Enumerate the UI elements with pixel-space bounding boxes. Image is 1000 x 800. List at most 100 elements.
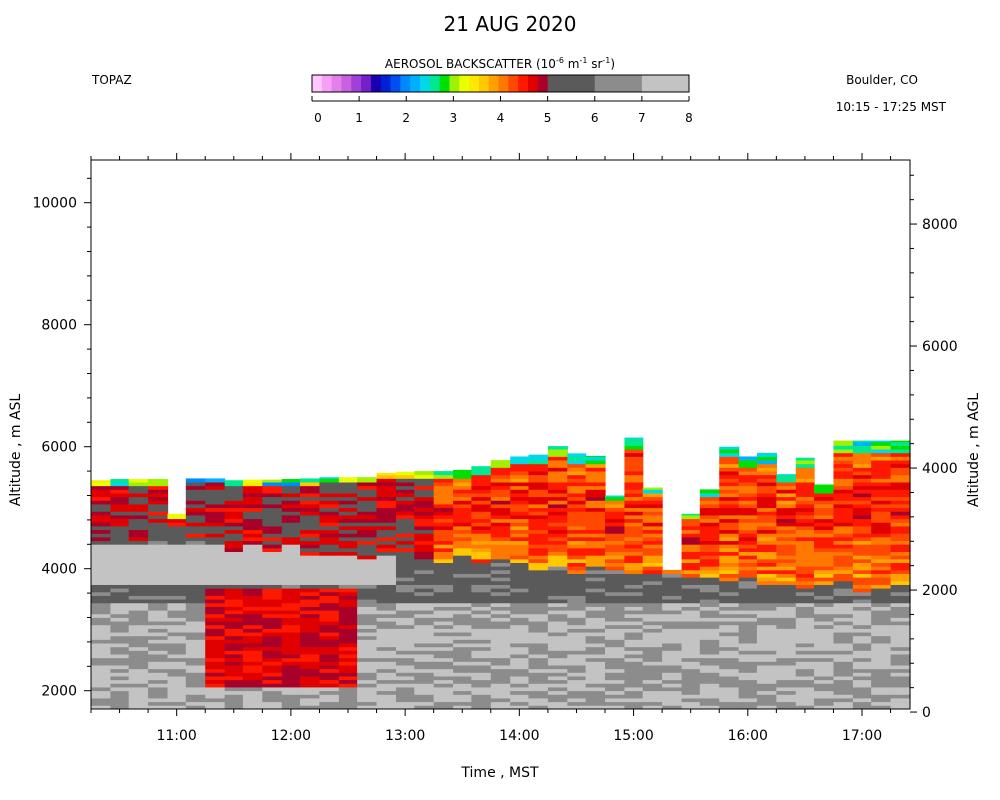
curtain-cell [300, 672, 321, 677]
curtain-cell [471, 705, 492, 710]
curtain-cell [738, 478, 758, 483]
curtain-cell [528, 672, 549, 677]
curtain-cell [890, 440, 911, 443]
curtain-cell [547, 683, 568, 688]
curtain-cell [433, 471, 454, 476]
curtain-cell [814, 661, 835, 666]
curtain-cell [110, 606, 130, 611]
curtain-cell [91, 533, 112, 538]
curtain-cell [567, 679, 587, 684]
curtain-cell [205, 657, 226, 662]
curtain-cell [756, 694, 777, 699]
curtain-cell [110, 628, 130, 633]
curtain-cell [490, 643, 511, 648]
curtain-cell [205, 489, 226, 494]
colorbar-tick-label: 8 [685, 111, 693, 125]
curtain-cell [471, 482, 492, 487]
curtain-cell [642, 577, 663, 582]
curtain-cell [699, 595, 720, 600]
curtain-cell [453, 544, 472, 549]
curtain-cell [148, 613, 169, 618]
curtain-cell [490, 511, 511, 516]
curtain-cell [319, 562, 340, 567]
curtain-cell [699, 639, 720, 644]
curtain-cell [471, 654, 492, 659]
curtain-cell [547, 679, 568, 684]
curtain-cell [91, 529, 112, 534]
curtain-cell [719, 526, 740, 531]
curtain-cell [795, 628, 815, 633]
curtain-cell [395, 690, 415, 695]
curtain-cell [528, 588, 549, 593]
curtain-cell [510, 683, 530, 688]
curtain-cell [319, 526, 340, 531]
curtain-cell [357, 500, 378, 505]
curtain-cell [300, 668, 321, 673]
curtain-cell [91, 639, 112, 644]
curtain-cell [642, 683, 663, 688]
colorbar-swatch [419, 75, 431, 92]
curtain-cell [510, 606, 530, 611]
curtain-cell [510, 679, 530, 684]
curtain-cell [624, 591, 644, 596]
curtain-cell [852, 511, 872, 516]
curtain-cell [281, 705, 301, 710]
curtain-cell [453, 515, 472, 520]
curtain-cell [510, 595, 530, 600]
curtain-cell [205, 529, 226, 534]
curtain-cell [547, 599, 568, 604]
curtain-cell [547, 460, 568, 465]
curtain-cell [547, 526, 568, 531]
curtain-cell [642, 639, 663, 644]
curtain-cell [471, 588, 492, 593]
curtain-cell [395, 705, 415, 710]
curtain-cell [510, 668, 530, 673]
curtain-cell [471, 573, 492, 578]
curtain-cell [624, 518, 644, 523]
curtain-cell [852, 610, 872, 615]
curtain-cell [471, 632, 492, 637]
curtain-cell [719, 595, 740, 600]
curtain-cell [414, 500, 435, 505]
curtain-cell [242, 522, 263, 527]
curtain-cell [681, 544, 701, 549]
curtain-cell [833, 687, 854, 692]
curtain-cell [528, 705, 549, 710]
curtain-cell [605, 500, 626, 505]
curtain-cell [890, 705, 911, 710]
curtain-cell [281, 665, 301, 670]
curtain-cell [300, 540, 321, 545]
curtain-cell [471, 551, 492, 556]
curtain-cell [833, 533, 854, 538]
curtain-cell [567, 665, 587, 670]
colorbar-swatch [380, 75, 392, 92]
curtain-cell [699, 580, 720, 585]
curtain-cell [357, 518, 378, 523]
curtain-cell [205, 544, 226, 549]
curtain-cell [814, 526, 835, 531]
curtain-cell [510, 493, 530, 498]
curtain-cell [148, 504, 169, 509]
curtain-cell [776, 635, 797, 640]
curtain-cell [738, 551, 758, 556]
curtain-cell [567, 515, 587, 520]
curtain-cell [91, 547, 112, 553]
curtain-cell [699, 496, 720, 501]
curtain-cell [300, 632, 321, 637]
curtain-cell [510, 577, 530, 582]
x-tick-label: 14:00 [499, 728, 539, 744]
curtain-cell [338, 602, 358, 607]
curtain-cell [681, 654, 701, 659]
curtain-cell [547, 646, 568, 651]
curtain-cell [262, 580, 283, 585]
curtain-cell [453, 639, 472, 644]
curtain-cell [833, 507, 854, 512]
curtain-cell [148, 595, 169, 600]
curtain-cell [167, 646, 187, 651]
curtain-cell [395, 679, 415, 684]
curtain-cell [890, 471, 911, 476]
curtain-cell [681, 661, 701, 666]
curtain-cell [510, 654, 530, 659]
curtain-cell [167, 694, 187, 699]
curtain-cell [376, 555, 397, 560]
